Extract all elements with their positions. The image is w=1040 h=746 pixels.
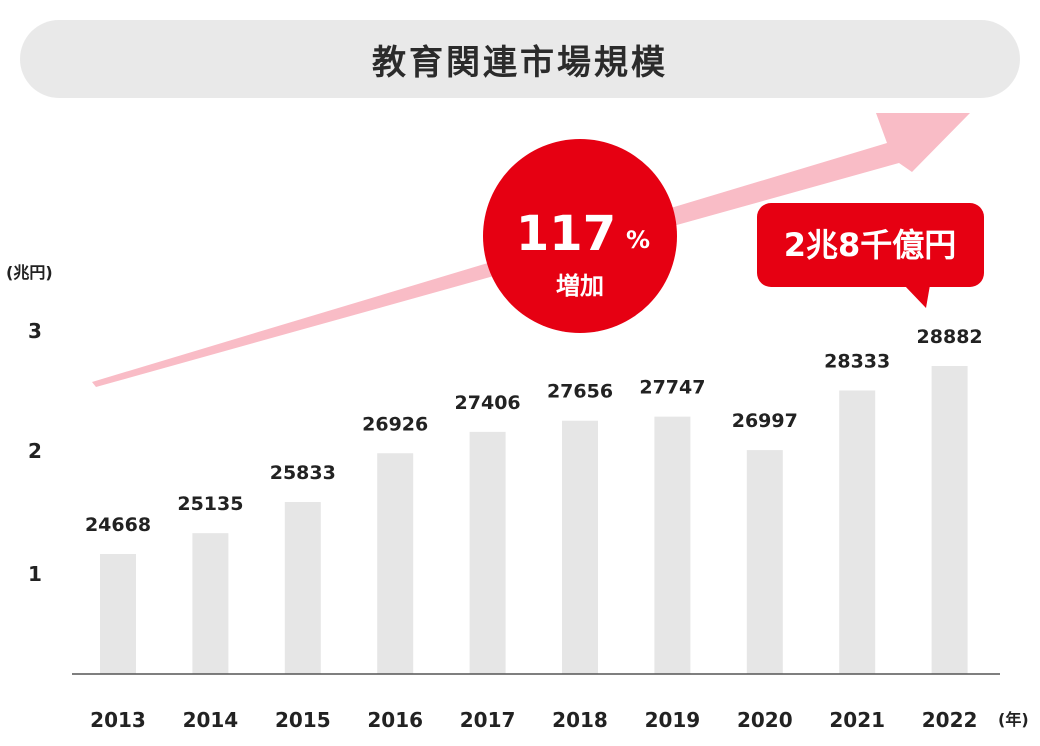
x-tick-label-2017: 2017 xyxy=(460,708,516,732)
x-axis-unit: (年) xyxy=(998,710,1029,729)
bar-2017 xyxy=(469,431,506,674)
growth-badge-unit: % xyxy=(626,226,650,254)
x-tick-label-2015: 2015 xyxy=(275,708,331,732)
chart-title: 教育関連市場規模 xyxy=(372,42,668,83)
callout-text: 2兆8千億円 xyxy=(784,226,957,264)
bar-value-label-2013: 24668 xyxy=(85,514,151,536)
bar-value-label-2014: 25135 xyxy=(177,493,243,515)
bar-2014 xyxy=(192,533,229,674)
bar-2020 xyxy=(746,450,783,674)
bar-value-label-2021: 28333 xyxy=(824,350,890,372)
bar-2018 xyxy=(562,420,598,674)
growth-badge-label: 増加 xyxy=(556,272,604,300)
bar-value-label-2016: 26926 xyxy=(362,413,428,435)
x-tick-label-2020: 2020 xyxy=(737,708,793,732)
bar-2013 xyxy=(100,554,136,674)
y-tick-label-2: 2 xyxy=(28,439,42,463)
bar-value-label-2019: 27747 xyxy=(639,377,705,399)
bar-value-label-2020: 26997 xyxy=(732,410,798,432)
growth-arrow xyxy=(92,113,970,387)
x-tick-label-2016: 2016 xyxy=(367,708,423,732)
bar-2015 xyxy=(284,502,321,674)
x-tick-label-2014: 2014 xyxy=(183,708,239,732)
bar-2022 xyxy=(931,366,968,674)
bar-value-label-2017: 27406 xyxy=(455,392,521,414)
y-tick-label-1: 1 xyxy=(28,562,42,586)
callout-bubble xyxy=(757,203,984,287)
bar-value-label-2022: 28882 xyxy=(917,326,983,348)
x-tick-label-2013: 2013 xyxy=(90,708,146,732)
bar-value-label-2018: 27656 xyxy=(547,381,613,403)
growth-badge-circle xyxy=(483,139,677,333)
x-tick-label-2019: 2019 xyxy=(645,708,701,732)
bar-2019 xyxy=(654,416,691,674)
x-tick-label-2021: 2021 xyxy=(829,708,885,732)
x-tick-label-2018: 2018 xyxy=(552,708,608,732)
x-tick-label-2022: 2022 xyxy=(922,708,978,732)
y-axis-unit: (兆円) xyxy=(6,263,53,282)
bar-2021 xyxy=(839,390,876,674)
bar-value-label-2015: 25833 xyxy=(270,462,336,484)
callout-pointer xyxy=(904,285,930,308)
y-tick-label-3: 3 xyxy=(28,319,42,343)
chart-title-bar: 教育関連市場規模 xyxy=(20,20,1020,98)
bar-2016 xyxy=(377,453,414,674)
growth-badge-value: 117 xyxy=(516,206,616,262)
